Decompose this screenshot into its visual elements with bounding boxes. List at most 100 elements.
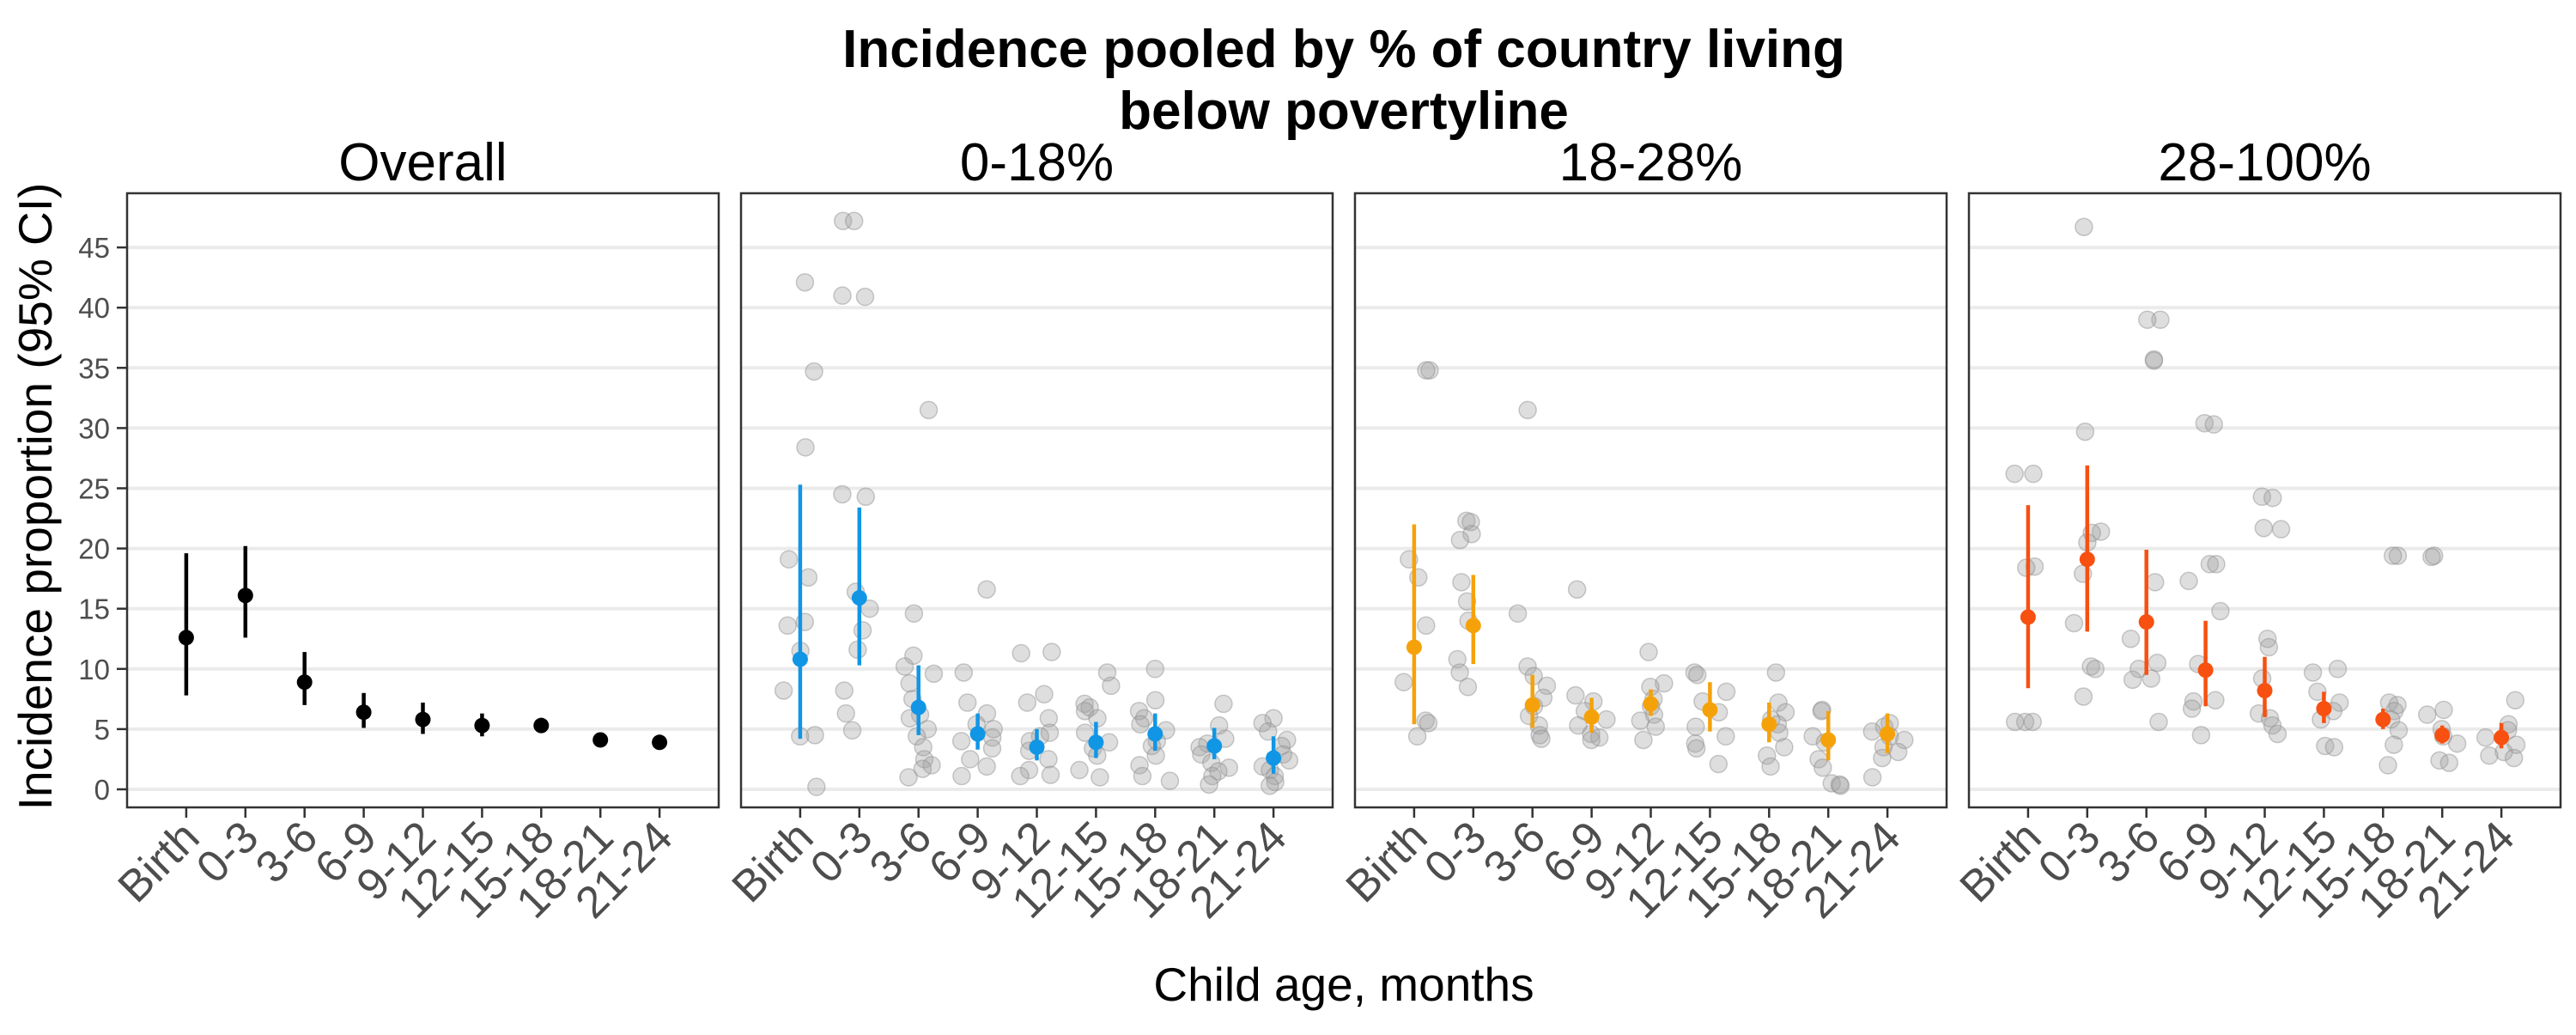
study-point — [1012, 643, 1030, 663]
study-point — [2023, 712, 2042, 732]
study-point — [2257, 629, 2277, 648]
study-point — [2379, 756, 2397, 775]
study-point — [2211, 601, 2230, 621]
study-point — [2252, 487, 2272, 507]
study-point — [1862, 721, 1882, 741]
study-point — [1537, 676, 1557, 696]
study-point — [2195, 414, 2215, 433]
study-point — [2385, 735, 2403, 754]
study-point — [1039, 750, 1058, 769]
study-point — [2074, 687, 2093, 706]
study-point — [2005, 464, 2024, 484]
study-point — [2328, 660, 2348, 679]
study-point — [914, 738, 933, 757]
study-point — [1450, 663, 1469, 682]
y-tick-label: 5 — [94, 714, 110, 746]
study-point — [900, 673, 920, 693]
study-point — [913, 759, 933, 778]
study-point — [977, 580, 996, 599]
pooled-estimate-point — [533, 717, 550, 734]
study-point — [2151, 310, 2170, 329]
y-tick-label: 35 — [78, 352, 110, 384]
study-point — [2379, 693, 2399, 712]
panel-1: OverallBirth0-33-66-99-1212-1515-1818-21… — [78, 133, 720, 928]
study-point — [805, 726, 824, 745]
study-point — [1253, 714, 1273, 733]
study-point — [1080, 697, 1099, 717]
study-point — [1075, 723, 1095, 742]
study-point — [1569, 715, 1588, 735]
study-point — [1214, 694, 1233, 714]
study-point — [1639, 642, 1658, 661]
study-point — [2184, 691, 2203, 711]
pooled-estimate-point — [1206, 738, 1223, 754]
study-point — [1042, 642, 1061, 661]
study-point — [833, 286, 852, 305]
study-point — [1039, 709, 1059, 728]
study-point — [1130, 756, 1149, 775]
study-point — [774, 681, 793, 700]
study-point — [2271, 520, 2291, 539]
study-point — [914, 750, 934, 769]
study-point — [1758, 746, 1777, 765]
study-point — [2383, 546, 2403, 565]
study-point — [2506, 735, 2526, 754]
study-point — [1716, 727, 1735, 746]
pooled-estimate-point — [1880, 726, 1896, 742]
pooled-estimate-point — [2257, 683, 2273, 699]
study-point — [2148, 654, 2167, 673]
study-point — [2025, 557, 2044, 576]
pooled-estimate-point — [1761, 716, 1777, 733]
study-point — [2081, 657, 2100, 676]
study-point — [1075, 702, 1095, 721]
study-point — [2316, 736, 2335, 756]
study-point — [2206, 691, 2225, 709]
panel-4: 28-100%Birth0-33-66-99-1212-1515-1818-21… — [1951, 133, 2562, 928]
study-point — [2308, 682, 2327, 702]
study-point — [1686, 734, 1705, 753]
study-point — [1716, 682, 1736, 702]
study-point — [952, 766, 971, 786]
pooled-estimate-point — [355, 704, 372, 721]
study-point — [1134, 709, 1154, 728]
study-point — [2263, 488, 2282, 508]
study-point — [2144, 350, 2164, 369]
study-point — [807, 777, 826, 796]
study-point — [1830, 775, 1850, 795]
pooled-estimate-point — [1147, 726, 1163, 742]
study-point — [1822, 774, 1841, 793]
study-point — [1862, 768, 1882, 787]
study-point — [2506, 691, 2525, 709]
pooled-estimate-point — [178, 630, 194, 646]
study-point — [1203, 766, 1222, 786]
study-point — [2385, 702, 2404, 721]
study-point — [1417, 361, 1436, 380]
study-point — [2480, 746, 2499, 765]
study-point — [951, 732, 971, 751]
study-point — [2268, 724, 2287, 744]
study-point — [2303, 663, 2323, 682]
study-point — [1646, 717, 1666, 736]
study-point — [1597, 709, 1616, 729]
study-point — [895, 657, 914, 676]
y-tick-label: 15 — [78, 594, 110, 625]
study-point — [1040, 723, 1060, 742]
study-point — [2434, 700, 2453, 720]
study-point — [2424, 546, 2444, 565]
study-point — [2254, 518, 2274, 538]
study-point — [899, 768, 918, 787]
study-point — [1532, 729, 1551, 748]
study-point — [2259, 637, 2279, 657]
study-point — [1192, 745, 1211, 764]
study-point — [1873, 748, 1892, 768]
study-point — [924, 664, 944, 684]
study-point — [2144, 351, 2164, 370]
study-point — [1209, 762, 1228, 781]
panel-3: 18-28%Birth0-33-66-99-1212-1515-1818-212… — [1337, 133, 1948, 928]
study-point — [1452, 573, 1471, 592]
study-point — [835, 681, 854, 700]
study-point — [1102, 676, 1121, 696]
study-point — [1160, 771, 1180, 790]
study-point — [1888, 742, 1908, 762]
